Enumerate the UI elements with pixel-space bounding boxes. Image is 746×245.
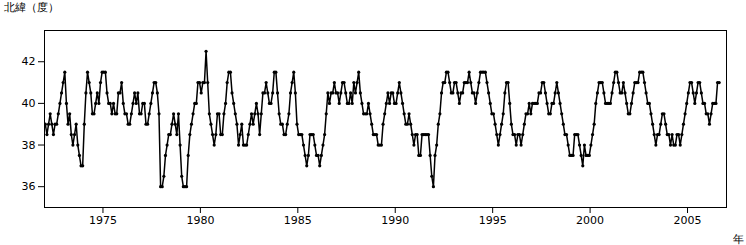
- svg-text:1975: 1975: [89, 214, 117, 227]
- svg-text:42: 42: [22, 55, 36, 68]
- svg-text:2005: 2005: [674, 214, 702, 227]
- svg-text:北緯（度）: 北緯（度）: [4, 1, 59, 14]
- svg-text:1985: 1985: [284, 214, 312, 227]
- svg-text:36: 36: [22, 180, 36, 193]
- svg-text:40: 40: [22, 97, 36, 110]
- svg-text:1980: 1980: [186, 214, 214, 227]
- svg-text:2000: 2000: [576, 214, 604, 227]
- svg-text:1995: 1995: [479, 214, 507, 227]
- svg-text:38: 38: [22, 139, 36, 152]
- svg-text:年: 年: [733, 233, 744, 245]
- svg-text:1990: 1990: [381, 214, 409, 227]
